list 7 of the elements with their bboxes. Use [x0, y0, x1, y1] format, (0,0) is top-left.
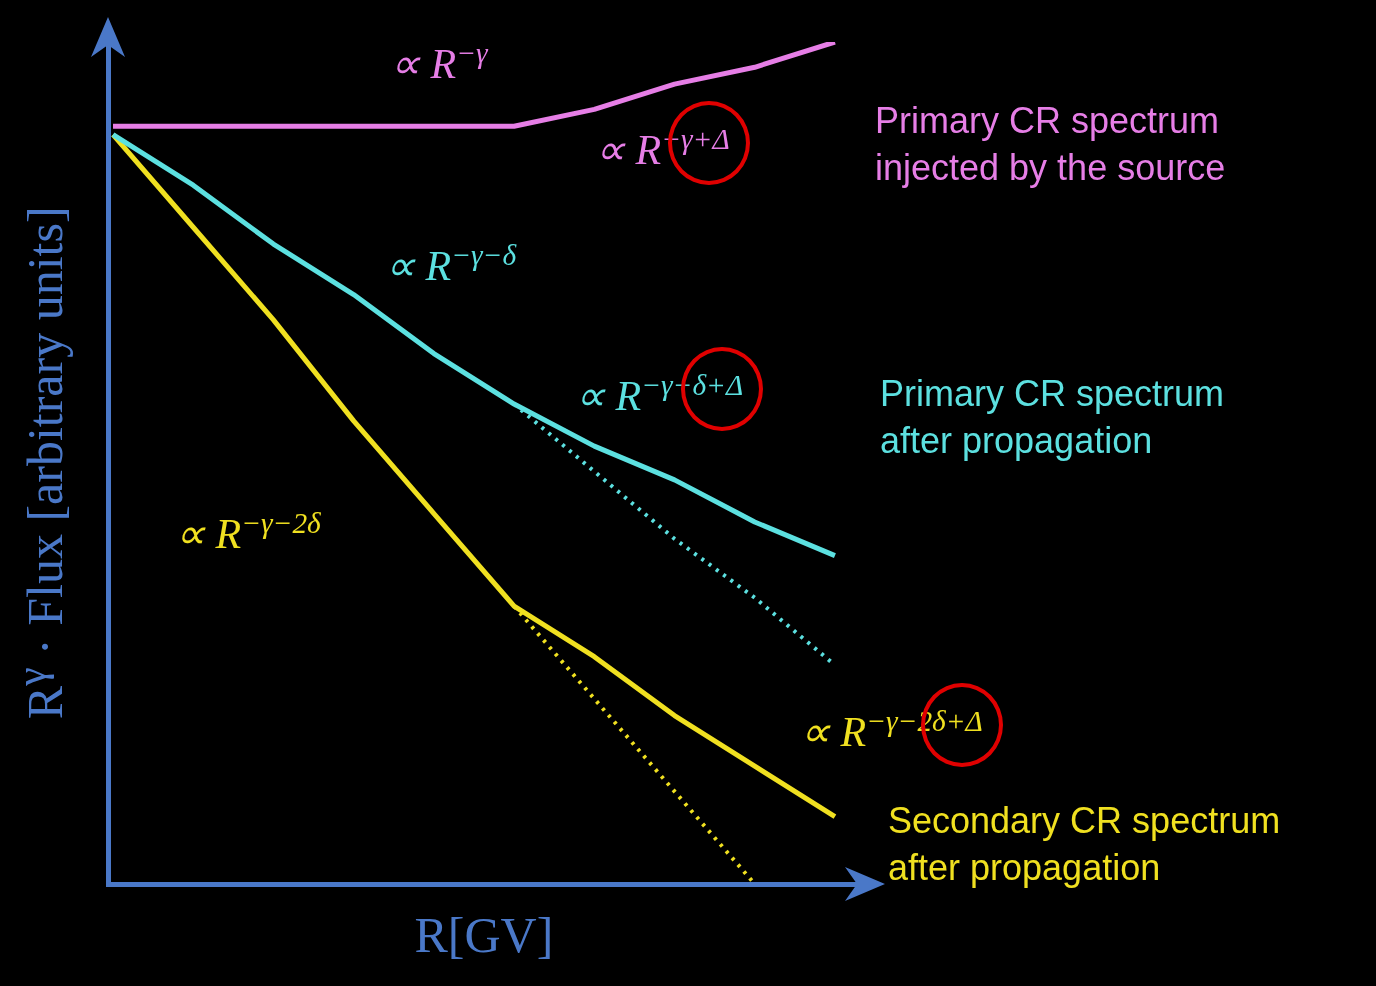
- x-axis-title: R[GV]: [414, 906, 554, 964]
- series-label: Secondary CR spectrum after propagation: [888, 799, 1282, 890]
- series-label: Primary CR spectrum injected by the source: [875, 99, 1227, 190]
- annotation: ∝ R$^{−γ−2δ}$: [175, 506, 321, 558]
- text: Primary CR spectrum after propagation: [880, 372, 1226, 463]
- annotation: ∝ R$^{−γ}$: [390, 36, 488, 88]
- annotation: ∝ R$^{−γ−δ}$: [385, 238, 517, 290]
